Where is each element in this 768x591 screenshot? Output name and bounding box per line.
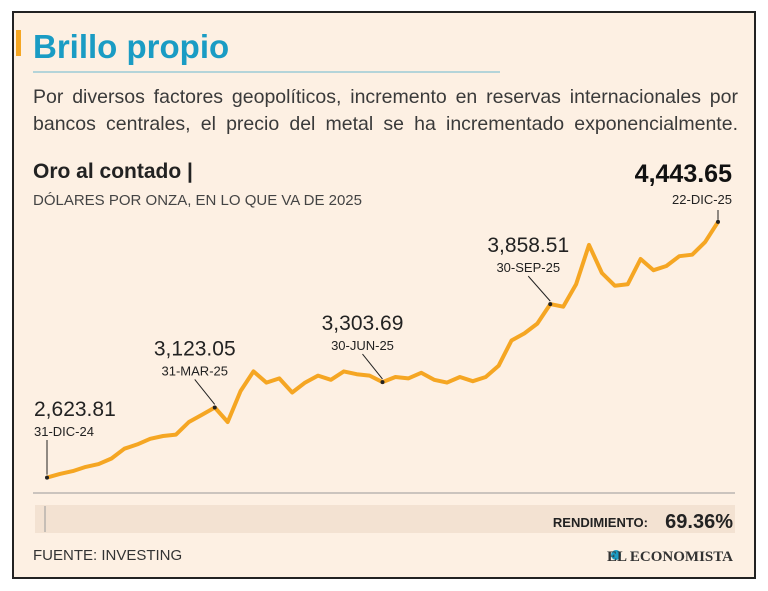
footer-band bbox=[35, 505, 735, 533]
leader bbox=[362, 353, 383, 380]
description: Por diversos factores geopolíticos, incr… bbox=[33, 86, 738, 135]
date-label: 30-SEP-25 bbox=[496, 260, 560, 275]
leader bbox=[194, 379, 216, 405]
value-label: 3,303.69 bbox=[322, 312, 404, 335]
description-box: Por diversos factores geopolíticos, incr… bbox=[33, 86, 738, 135]
chart-title: Oro al contado | bbox=[33, 160, 193, 183]
footer-label: RENDIMIENTO: bbox=[553, 515, 648, 530]
date-label: 30-JUN-25 bbox=[331, 338, 394, 353]
value-label: 4,443.65 bbox=[635, 160, 732, 188]
value-label: 3,858.51 bbox=[487, 234, 569, 257]
chart-subtitle: DÓLARES POR ONZA, EN LO QUE VA DE 2025 bbox=[33, 192, 362, 209]
date-label: 31-MAR-25 bbox=[162, 363, 228, 378]
footer-value: 69.36% bbox=[665, 511, 733, 533]
leader bbox=[527, 275, 551, 302]
point-marker bbox=[716, 219, 720, 224]
accent-bar bbox=[16, 30, 21, 56]
date-label: 31-DIC-24 bbox=[34, 424, 94, 439]
value-label: 2,623.81 bbox=[34, 398, 116, 421]
brand-icon bbox=[611, 550, 621, 560]
point-marker bbox=[548, 302, 553, 307]
source: FUENTE: INVESTING bbox=[33, 547, 182, 564]
frame bbox=[12, 11, 756, 579]
value-label: 3,123.05 bbox=[154, 337, 236, 360]
brand: EL ECONOMISTA bbox=[607, 549, 733, 565]
point-marker bbox=[45, 475, 49, 480]
point-marker bbox=[380, 380, 385, 385]
date-label: 22-DIC-25 bbox=[672, 192, 732, 207]
headline: Brillo propio bbox=[33, 28, 229, 65]
point-marker bbox=[212, 405, 217, 410]
